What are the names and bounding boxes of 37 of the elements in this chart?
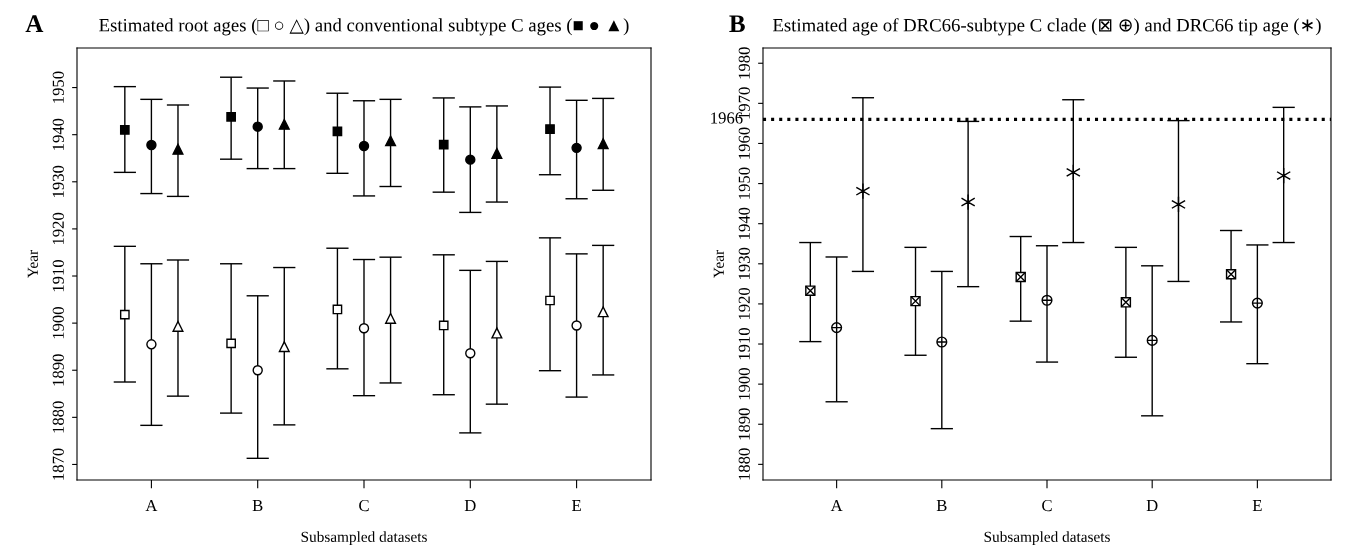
x-tick-label: B: [936, 500, 947, 512]
x-tick-label: C: [359, 499, 369, 512]
y-tick-label: 1950: [738, 167, 750, 199]
x-tick-label: B: [252, 500, 263, 512]
y-tick-label: 1910: [52, 259, 64, 292]
x-tick-label: A: [145, 500, 158, 512]
y-tick-label: 1910: [738, 327, 750, 360]
x-tick-label: A: [830, 500, 843, 512]
text: A: [25, 15, 44, 32]
x-tick-label: D: [464, 500, 476, 512]
chart-title: Estimated root ages (□ ○ △) and conventional subtype C ages (■ ● ▲): [99, 18, 629, 36]
y-tick-label: 1980: [738, 47, 750, 79]
x-tick-label: E: [1252, 500, 1262, 512]
y-tick-label: 1930: [52, 165, 64, 197]
y-axis-title: Year: [713, 250, 724, 278]
chart-title: Estimated age of DRC66-subtype C clade (⊠ ⊕) and DRC66 tip age (∗): [772, 18, 1321, 36]
text: B: [729, 15, 745, 32]
y-tick-label: 1930: [738, 247, 750, 279]
y-tick-label: 1920: [52, 212, 64, 245]
y-tick-label: 1880: [738, 448, 750, 480]
y-tick-label: 1950: [52, 71, 64, 103]
y-tick-label: 1890: [738, 408, 750, 440]
y-tick-label: 1940: [52, 118, 64, 150]
y-tick-label: 1940: [738, 207, 750, 239]
y-tick-label: 1920: [738, 287, 750, 320]
y-tick-label: 1880: [52, 401, 64, 433]
x-axis-title: Subsampled datasets: [984, 531, 1110, 546]
y-tick-label: 1890: [52, 354, 64, 386]
y-tick-label: 1870: [52, 448, 64, 480]
x-tick-label: C: [1042, 499, 1052, 512]
y-tick-label: 1960: [738, 127, 750, 159]
x-tick-label: E: [571, 500, 581, 512]
y-tick-label: 1900: [738, 368, 750, 400]
x-tick-label: D: [1146, 500, 1158, 512]
y-tick-label: 1900: [52, 307, 64, 339]
x-axis-title: Subsampled datasets: [301, 531, 427, 546]
y-axis-title: Year: [27, 250, 38, 278]
